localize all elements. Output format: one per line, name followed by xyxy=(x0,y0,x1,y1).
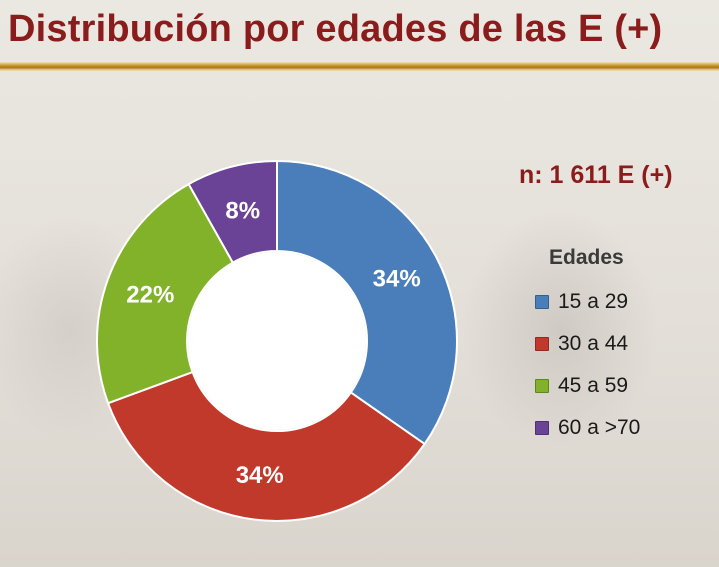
legend-swatch xyxy=(535,421,549,435)
legend-title: Edades xyxy=(549,246,624,269)
legend-label: 45 a 59 xyxy=(558,374,629,397)
donut-hole xyxy=(188,252,366,430)
legend-item-15-29: 15 a 29 xyxy=(535,289,628,315)
slice-label-45-59: 22% xyxy=(126,281,174,308)
slice-label-15-29: 34% xyxy=(373,266,421,293)
legend-item-30-44: 30 a 44 xyxy=(535,331,628,357)
legend-swatch xyxy=(535,379,549,393)
slice-label-30-44: 34% xyxy=(236,462,284,489)
slice-60-70 xyxy=(187,159,278,264)
slice-45-59 xyxy=(96,182,235,405)
legend-swatch xyxy=(535,295,549,309)
legend-label: 30 a 44 xyxy=(558,332,629,355)
slide-title: Distribución por edades de las E (+) xyxy=(8,8,663,50)
legend-item-45-59: 45 a 59 xyxy=(535,373,628,399)
legend-label: 60 a >70 xyxy=(558,416,641,439)
legend-swatch xyxy=(535,337,549,351)
legend-label: 15 a 29 xyxy=(558,290,629,313)
title-divider xyxy=(0,62,719,72)
sample-size-note: n: 1 611 E (+) xyxy=(519,161,673,189)
slice-15-29 xyxy=(276,159,458,446)
slice-30-44 xyxy=(106,370,427,522)
legend-item-60-70: 60 a >70 xyxy=(535,415,640,441)
slice-label-60-70: 8% xyxy=(225,197,260,224)
